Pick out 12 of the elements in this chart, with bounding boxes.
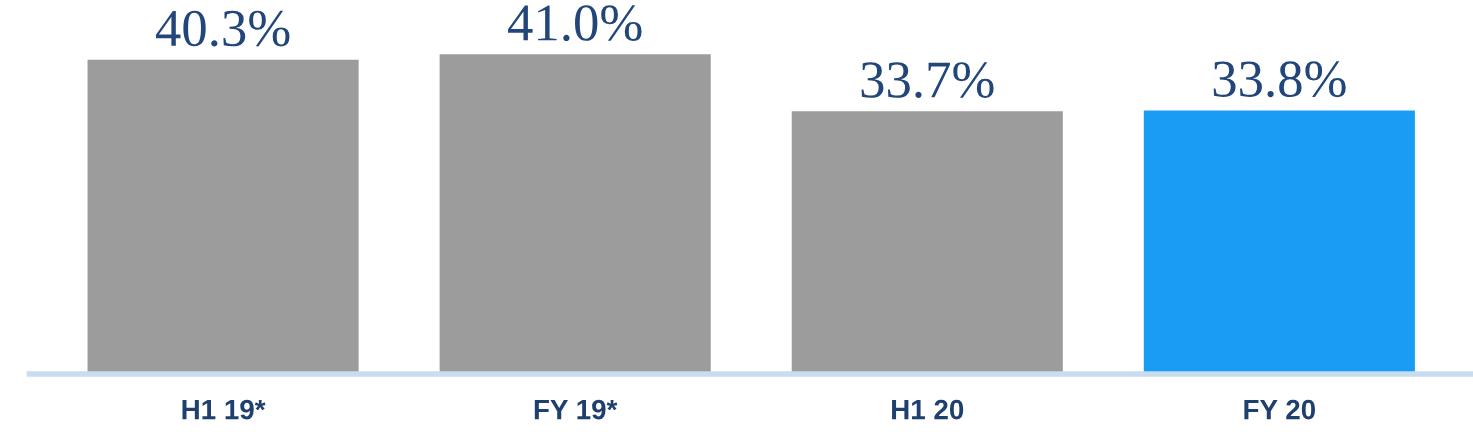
x-tick-label: FY 20 xyxy=(1244,399,1316,420)
bar xyxy=(87,59,359,374)
x-tick-label: H1 20 xyxy=(892,399,964,420)
bar xyxy=(791,111,1063,374)
data-label: 40.3% xyxy=(155,10,290,47)
data-label: 33.7% xyxy=(861,62,994,98)
data-label: 33.8% xyxy=(1213,61,1346,98)
x-tick-label: FY 19* xyxy=(534,399,618,420)
data-label: 41.0% xyxy=(508,5,642,42)
bar xyxy=(439,54,711,374)
bar xyxy=(1143,110,1415,374)
x-tick-label: H1 19* xyxy=(182,399,266,420)
